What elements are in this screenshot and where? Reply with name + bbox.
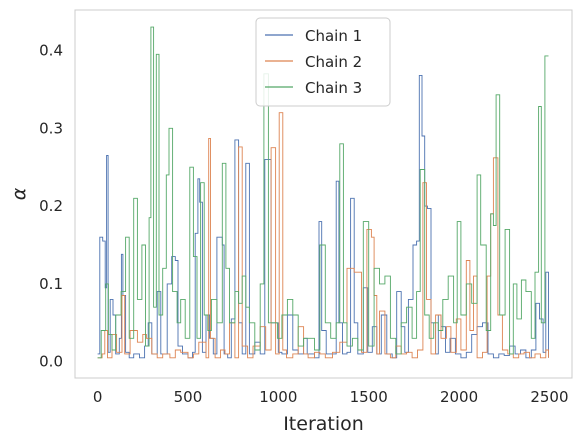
legend-label: Chain 3 xyxy=(305,79,362,97)
legend: Chain 1 Chain 2 Chain 3 xyxy=(255,17,391,107)
y-tick-label: 0.2 xyxy=(39,197,63,215)
x-tick-label: 2500 xyxy=(530,388,568,406)
y-tick-label: 0.1 xyxy=(39,275,63,293)
x-tick-label: 500 xyxy=(174,388,203,406)
x-tick-label: 0 xyxy=(93,388,103,406)
x-tick-label: 2000 xyxy=(440,388,478,406)
x-tick-label: 1500 xyxy=(350,388,388,406)
legend-box xyxy=(255,17,391,107)
y-axis-ticks: 0.0 0.1 0.2 0.3 0.4 xyxy=(39,41,63,370)
x-axis-ticks: 0 500 1000 1500 2000 2500 xyxy=(93,388,569,406)
legend-label: Chain 2 xyxy=(305,53,362,71)
y-tick-label: 0.0 xyxy=(39,353,63,371)
y-axis-title: α xyxy=(8,187,30,200)
x-axis-title: Iteration xyxy=(283,413,364,435)
series-layer xyxy=(97,26,549,359)
x-tick-label: 1000 xyxy=(259,388,297,406)
y-tick-label: 0.3 xyxy=(39,119,63,137)
y-tick-label: 0.4 xyxy=(39,41,63,59)
series-line-chain-3 xyxy=(97,26,549,359)
series-line-chain-2 xyxy=(97,112,549,359)
legend-label: Chain 1 xyxy=(305,27,362,45)
